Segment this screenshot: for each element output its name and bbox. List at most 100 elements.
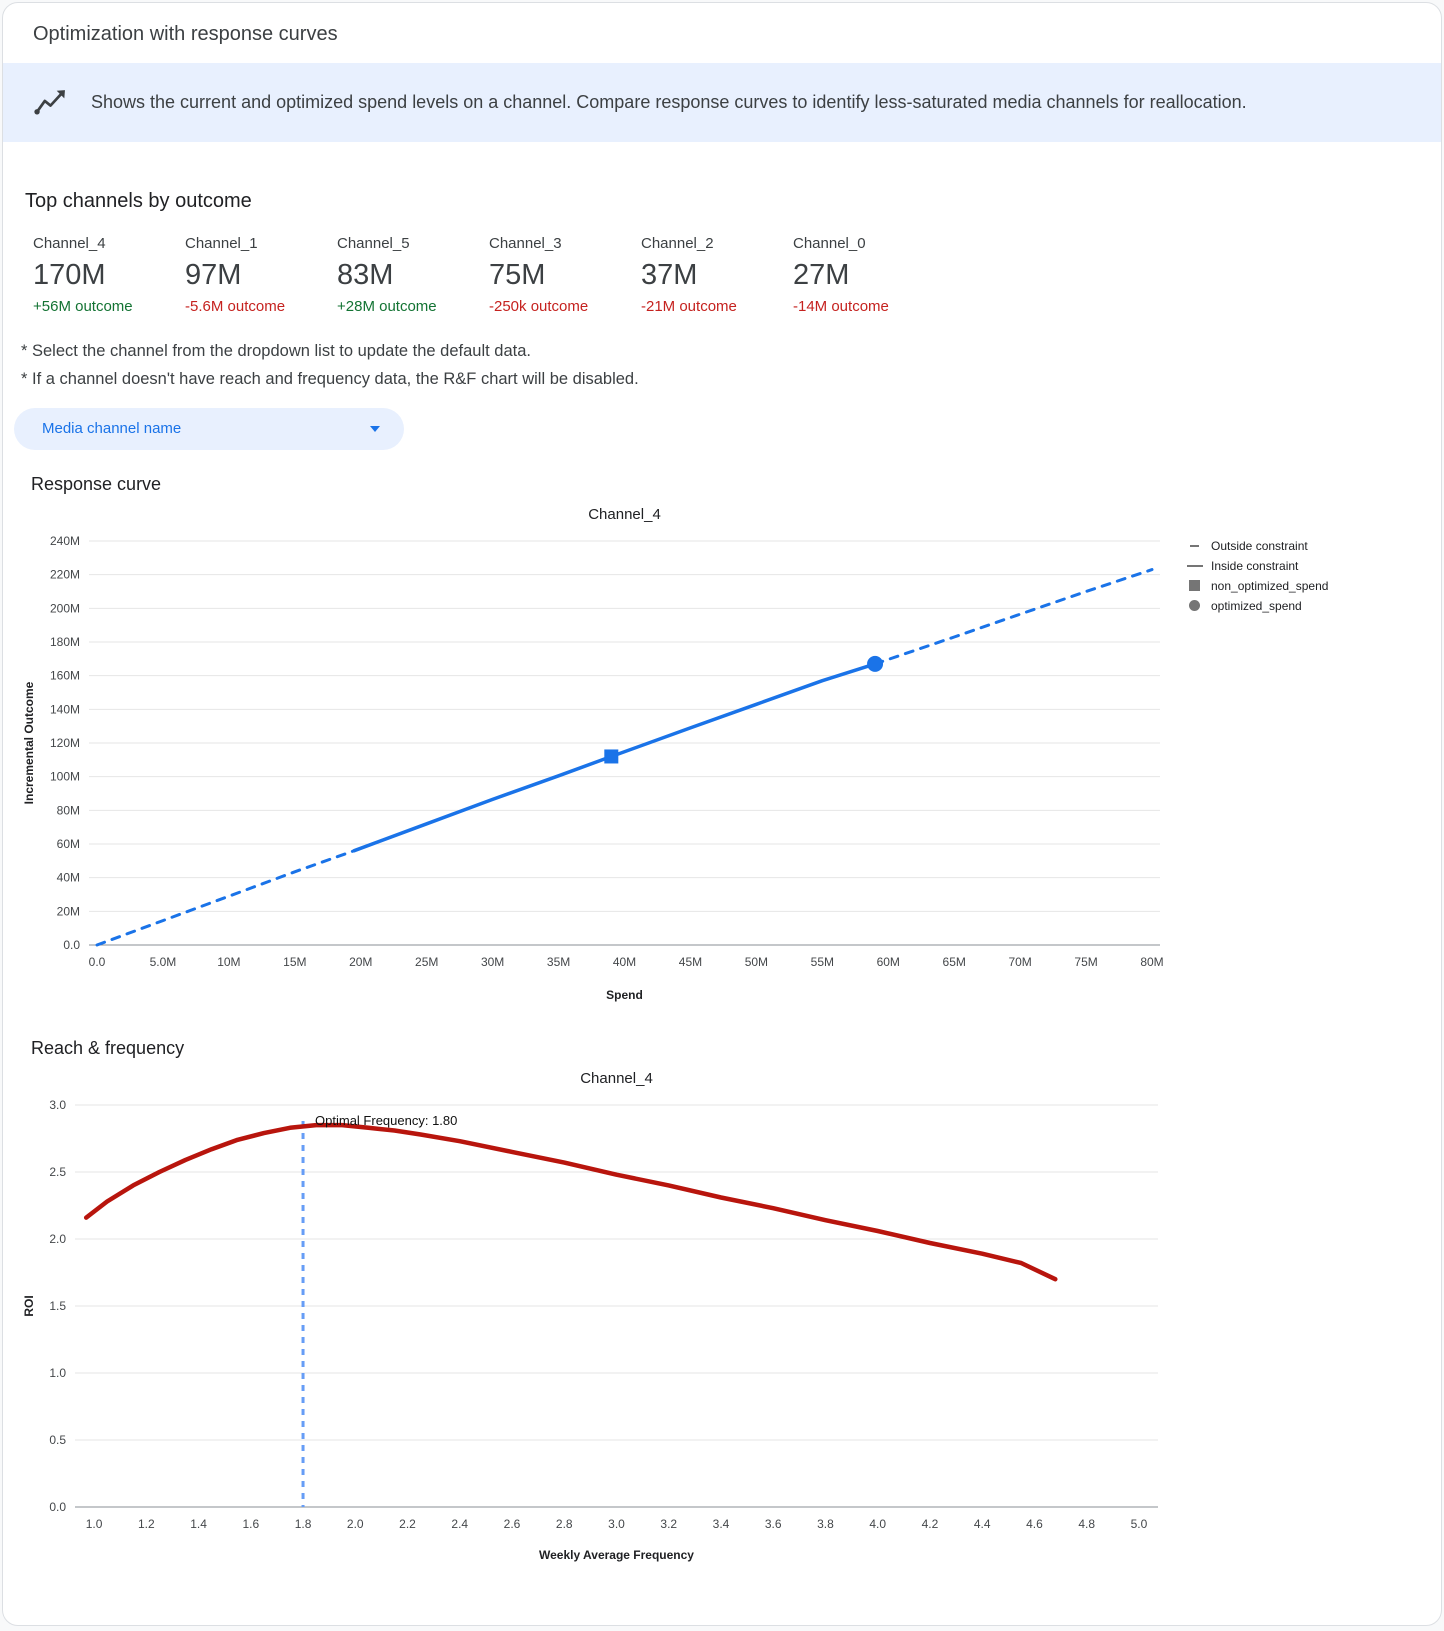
top-channels-row: Channel_4 170M +56M outcome Channel_1 97…: [33, 235, 1425, 315]
channel-outcome-delta: +28M outcome: [337, 298, 437, 315]
svg-text:0.0: 0.0: [49, 1500, 66, 1514]
svg-text:200M: 200M: [50, 601, 80, 615]
channel-outcome-value: 97M: [185, 259, 242, 291]
channel-outcome-delta: -21M outcome: [641, 298, 737, 315]
top-channels-heading: Top channels by outcome: [25, 190, 252, 212]
svg-text:120M: 120M: [50, 736, 80, 750]
svg-text:75M: 75M: [1074, 955, 1097, 969]
svg-text:0.5: 0.5: [49, 1433, 66, 1447]
svg-text:1.2: 1.2: [138, 1517, 155, 1531]
svg-text:2.8: 2.8: [556, 1517, 573, 1531]
reach-frequency-chart: Channel_4 0.0 0.5 1.0 1.5 2.0 2.5 3.0 1.0 1.2 1.4 1…: [19, 1061, 1425, 1574]
svg-text:1.5: 1.5: [49, 1299, 66, 1313]
svg-text:35M: 35M: [547, 955, 570, 969]
svg-text:80M: 80M: [57, 803, 80, 817]
channel-name: Channel_3: [489, 235, 562, 252]
circle-swatch-icon: [1186, 600, 1203, 611]
info-banner: Shows the current and optimized spend le…: [3, 63, 1441, 142]
main-content: Top channels by outcome Channel_4 170M +…: [3, 190, 1441, 1604]
svg-text:1.4: 1.4: [190, 1517, 207, 1531]
reach-frequency-heading: Reach & frequency: [31, 1037, 185, 1058]
media-channel-dropdown-label: Media channel name: [42, 420, 182, 437]
svg-text:1.0: 1.0: [86, 1517, 103, 1531]
svg-text:1.8: 1.8: [295, 1517, 312, 1531]
svg-text:4.6: 4.6: [1026, 1517, 1043, 1531]
svg-text:3.6: 3.6: [765, 1517, 782, 1531]
non_optimized_spend-marker: [604, 748, 619, 763]
svg-text:3.0: 3.0: [49, 1098, 66, 1112]
svg-text:20M: 20M: [57, 904, 80, 918]
svg-text:2.6: 2.6: [504, 1517, 521, 1531]
footnote-1: * Select the channel from the dropdown l…: [21, 342, 532, 360]
svg-text:60M: 60M: [57, 837, 80, 851]
svg-text:25M: 25M: [415, 955, 438, 969]
y-axis-label: ROI: [22, 1295, 36, 1316]
legend-item: Inside constraint: [1186, 559, 1328, 573]
footnotes: * Select the channel from the dropdown l…: [21, 339, 1425, 392]
svg-text:10M: 10M: [217, 955, 240, 969]
outside_constraint_high-series: [873, 567, 1154, 665]
svg-text:2.4: 2.4: [451, 1517, 468, 1531]
svg-text:40M: 40M: [613, 955, 636, 969]
x-axis-label: Spend: [606, 988, 643, 1002]
svg-text:3.0: 3.0: [608, 1517, 625, 1531]
outside_constraint_low-series: [95, 848, 356, 946]
svg-text:240M: 240M: [50, 534, 80, 548]
svg-text:3.4: 3.4: [713, 1517, 730, 1531]
channel-outcome-value: 75M: [489, 259, 546, 291]
svg-text:70M: 70M: [1008, 955, 1031, 969]
channel-outcome-delta: -250k outcome: [489, 298, 589, 315]
channel-outcome-value: 27M: [793, 259, 850, 291]
svg-text:80M: 80M: [1140, 955, 1163, 969]
svg-text:5.0: 5.0: [1131, 1517, 1148, 1531]
legend-label: Outside constraint: [1211, 538, 1308, 553]
legend-item: optimized_spend: [1186, 599, 1328, 613]
channel-outcome-delta: +56M outcome: [33, 298, 133, 315]
channel-name: Channel_4: [33, 235, 106, 252]
dash-swatch-icon: [1186, 544, 1203, 547]
chart-legend: Outside constraint Inside constraint non_o…: [1186, 539, 1328, 613]
legend-item: non_optimized_spend: [1186, 579, 1328, 593]
svg-text:4.4: 4.4: [974, 1517, 991, 1531]
svg-text:140M: 140M: [50, 702, 80, 716]
svg-text:45M: 45M: [679, 955, 702, 969]
svg-text:50M: 50M: [745, 955, 768, 969]
reach-frequency-canvas: Channel_4 0.0 0.5 1.0 1.5 2.0 2.5 3.0 1.0 1.2 1.4 1…: [22, 1070, 1158, 1562]
response-curve-heading: Response curve: [31, 473, 162, 494]
response-curve-chart: Channel_4 0.0 20M 40M 60M 80M 100M 120M 140M 160M…: [19, 497, 1425, 1014]
channel-stat: Channel_1 97M -5.6M outcome: [185, 235, 337, 315]
media-channel-dropdown[interactable]: Media channel name: [14, 407, 404, 450]
channel-stat: Channel_0 27M -14M outcome: [793, 235, 945, 315]
svg-text:3.8: 3.8: [817, 1517, 834, 1531]
channel-name: Channel_0: [793, 235, 866, 252]
optimal-frequency-label: Optimal Frequency: 1.80: [315, 1113, 457, 1128]
svg-text:20M: 20M: [349, 955, 372, 969]
line-swatch-icon: [1186, 564, 1203, 567]
response-curve-canvas: Channel_4 0.0 20M 40M 60M 80M 100M 120M 140M 160M…: [22, 506, 1164, 1002]
chart-title: Channel_4: [588, 506, 661, 523]
legend-item: Outside constraint: [1186, 539, 1328, 553]
channel-name: Channel_1: [185, 235, 258, 252]
svg-text:2.5: 2.5: [49, 1165, 66, 1179]
svg-text:4.2: 4.2: [922, 1517, 939, 1531]
svg-text:65M: 65M: [943, 955, 966, 969]
banner-text: Shows the current and optimized spend le…: [91, 91, 1247, 112]
svg-text:4.8: 4.8: [1078, 1517, 1095, 1531]
y-axis-label: Incremental Outcome: [22, 681, 36, 804]
svg-text:30M: 30M: [481, 955, 504, 969]
legend-label: Inside constraint: [1211, 558, 1299, 573]
channel-outcome-value: 170M: [33, 259, 106, 291]
svg-text:2.0: 2.0: [347, 1517, 364, 1531]
svg-text:60M: 60M: [877, 955, 900, 969]
svg-text:55M: 55M: [811, 955, 834, 969]
channel-stat: Channel_5 83M +28M outcome: [337, 235, 489, 315]
svg-text:3.2: 3.2: [660, 1517, 677, 1531]
svg-text:180M: 180M: [50, 635, 80, 649]
roi_curve-series: [83, 1122, 1058, 1281]
x-axis-label: Weekly Average Frequency: [539, 1548, 694, 1562]
svg-text:1.6: 1.6: [242, 1517, 259, 1531]
channel-outcome-value: 83M: [337, 259, 394, 291]
chevron-down-icon: [370, 425, 380, 432]
channel-outcome-delta: -5.6M outcome: [185, 298, 286, 315]
